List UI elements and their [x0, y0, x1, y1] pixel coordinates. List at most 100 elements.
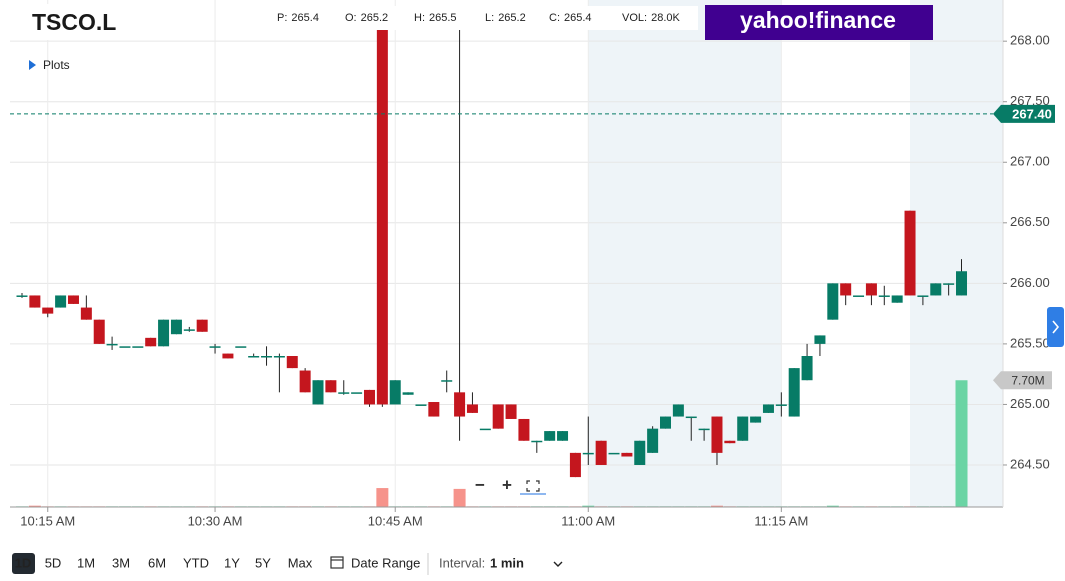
- candle-body: [891, 295, 903, 303]
- quote-value: 265.2: [498, 12, 526, 24]
- candle-body: [878, 295, 890, 297]
- y-tick-label: 267.50: [1010, 93, 1050, 108]
- candle-body: [106, 343, 118, 346]
- candle-body: [428, 402, 440, 417]
- quote-item: VOL: 28.0K: [622, 12, 680, 24]
- zoom-out[interactable]: −: [475, 475, 485, 494]
- candle-body: [904, 210, 916, 296]
- interval-label: Interval:: [439, 555, 485, 570]
- quote-item: P: 265.4: [277, 12, 319, 24]
- candle-body: [29, 295, 41, 308]
- candle-body: [557, 431, 569, 441]
- candle-body: [634, 440, 646, 465]
- range-button[interactable]: 3M: [112, 555, 130, 570]
- candle-body: [93, 319, 105, 344]
- last-price-label: 267.40: [1012, 106, 1052, 121]
- range-button[interactable]: YTD: [183, 555, 209, 570]
- range-button[interactable]: 5D: [45, 555, 62, 570]
- range-button[interactable]: Max: [288, 555, 313, 570]
- range-button[interactable]: 6M: [148, 555, 166, 570]
- y-tick-label: 267.00: [1010, 154, 1050, 169]
- y-tick-label: 266.50: [1010, 214, 1050, 229]
- volume-bar: [955, 380, 968, 507]
- axis-layer: 268.00 267.50 267.00 266.50 266.00 265.50 265.…: [10, 33, 1055, 528]
- quote-value: 265.4: [291, 12, 319, 24]
- candle-body: [261, 356, 273, 358]
- candle-body: [402, 392, 414, 395]
- calendar-icon[interactable]: [330, 556, 344, 569]
- candle-body: [827, 283, 839, 320]
- range-button[interactable]: 1M: [77, 555, 95, 570]
- plots-label[interactable]: Plots: [43, 58, 70, 72]
- brand-box: [705, 5, 933, 40]
- y-tick-label: 266.00: [1010, 275, 1050, 290]
- candle-body: [814, 335, 826, 344]
- range-button[interactable]: 1Y: [224, 555, 240, 570]
- range-button[interactable]: 1D: [15, 555, 32, 570]
- brand: yahoo!finance: [740, 7, 896, 33]
- candle-body: [582, 452, 594, 455]
- candle-body: [569, 452, 581, 478]
- volume-bar: [28, 505, 41, 507]
- candle-body: [145, 337, 157, 347]
- zoom-underline: [520, 493, 546, 495]
- side-tab[interactable]: [1047, 307, 1064, 347]
- candle-body: [273, 356, 285, 358]
- interval-chevron[interactable]: [553, 561, 563, 567]
- candle-body: [595, 440, 607, 465]
- candle-body: [325, 380, 337, 393]
- x-tick-label: 10:30 AM: [188, 513, 243, 528]
- candle-body: [647, 428, 659, 453]
- quote-label: O:: [345, 12, 357, 24]
- candle-body: [415, 404, 427, 406]
- candle-body: [16, 295, 28, 297]
- candle-body: [685, 416, 697, 419]
- candle-body: [158, 319, 170, 347]
- quote-item: O: 265.2: [345, 12, 388, 24]
- plots-toggle[interactable]: [29, 60, 36, 70]
- interval-value[interactable]: 1 min: [490, 555, 524, 570]
- x-tick-label: 10:45 AM: [368, 513, 423, 528]
- quote-item: C: 265.4: [549, 12, 592, 24]
- session-shade: [588, 0, 781, 507]
- x-tick-label: 11:00 AM: [561, 513, 615, 528]
- candle-body: [119, 346, 131, 348]
- quote-label: H:: [414, 12, 425, 24]
- y-tick-label: 264.50: [1010, 456, 1050, 471]
- candle-body: [389, 380, 401, 405]
- candle-body: [466, 404, 478, 413]
- candle-body: [840, 283, 852, 296]
- volume-bar: [376, 488, 389, 507]
- candle-body: [55, 295, 67, 308]
- quote-item: H: 265.5: [414, 12, 457, 24]
- candle-body: [930, 283, 942, 296]
- volume-bar: [710, 505, 723, 507]
- candle-body: [351, 392, 363, 394]
- zoom-in[interactable]: +: [502, 475, 512, 494]
- side-tab-arrow: [1052, 320, 1060, 334]
- candle-body: [801, 356, 813, 381]
- candle-body: [544, 431, 556, 441]
- candle-body: [170, 319, 182, 335]
- candle-body: [788, 368, 800, 417]
- fullscreen[interactable]: [526, 480, 540, 492]
- symbol: TSCO.L: [32, 9, 116, 35]
- candle-body: [67, 295, 79, 304]
- candle-body: [672, 404, 684, 417]
- candle-body: [750, 416, 762, 423]
- candle-body: [865, 283, 877, 296]
- quote-value: 265.5: [429, 12, 457, 24]
- last-volume-label: 7.70M: [1011, 373, 1044, 387]
- range-button[interactable]: 5Y: [255, 555, 271, 570]
- y-tick-label: 265.00: [1010, 396, 1050, 411]
- date-range[interactable]: Date Range: [351, 555, 420, 570]
- volume-bar: [826, 505, 839, 507]
- candle-body: [621, 452, 633, 457]
- candle-body: [531, 440, 543, 443]
- candle-body: [235, 346, 247, 348]
- volume-bar: [453, 488, 466, 507]
- quote-value: 265.2: [361, 12, 389, 24]
- candle-body: [505, 404, 517, 419]
